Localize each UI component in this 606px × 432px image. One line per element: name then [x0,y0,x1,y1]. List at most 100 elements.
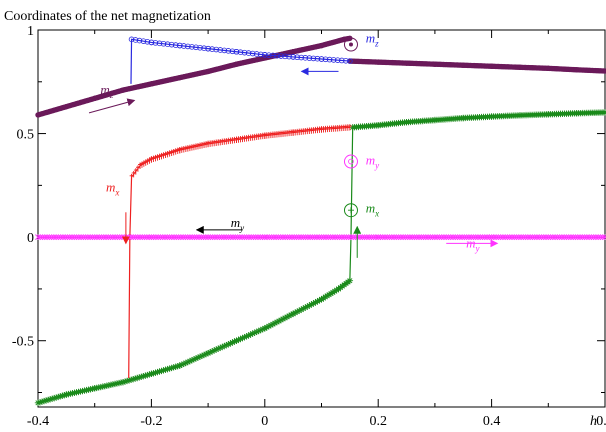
point [243,234,250,241]
x-tick-label: 0.2 [369,414,387,429]
point [273,318,281,326]
point [325,234,332,241]
point [171,234,178,241]
point [270,52,276,59]
point [574,234,581,241]
point [189,44,195,50]
point [232,234,239,241]
point [447,234,454,241]
point [499,234,506,241]
point [318,56,325,62]
point [334,57,341,63]
point [456,234,463,241]
point [46,234,53,241]
point [234,234,241,241]
point [82,234,89,241]
point [493,234,500,241]
point [210,347,218,354]
point [35,234,41,241]
point [162,366,169,373]
point [192,355,200,362]
point [176,362,183,369]
series-my [35,234,606,241]
point [346,277,354,284]
point [178,361,185,368]
point [543,234,549,241]
point [241,333,248,341]
point [48,234,55,241]
point [338,234,345,241]
point [151,155,156,162]
point [133,168,138,175]
point [529,234,536,241]
point [233,337,240,344]
point [174,362,181,370]
annotation-guides [88,37,499,258]
point [152,369,159,376]
point [62,234,69,241]
point [502,234,509,241]
y-tick-label: -0.5 [12,335,34,350]
point [156,368,163,375]
point [336,234,343,241]
point [330,57,337,63]
point [44,234,51,241]
point [549,234,556,241]
point [46,396,54,403]
point [581,234,588,241]
point [316,234,323,241]
point [524,234,531,241]
point [87,234,94,241]
point [217,47,224,53]
point [73,234,80,241]
point [427,234,434,241]
point [312,299,319,306]
series-line [37,111,606,404]
point [325,291,333,298]
point [527,234,534,241]
point [129,173,134,181]
point [207,234,214,241]
point [438,234,445,241]
point [572,234,579,241]
point [185,43,191,50]
point [289,310,297,317]
point [411,234,418,241]
point [176,42,183,49]
point [322,293,329,301]
point [504,234,511,241]
point [193,44,199,51]
point [326,56,333,63]
point [263,324,271,331]
point [322,56,329,63]
point [167,150,172,157]
ring-marker [343,203,358,218]
point [148,234,155,241]
point [205,234,212,241]
point [138,373,145,381]
point [420,234,427,241]
point [137,234,144,241]
point [157,234,164,241]
point [294,54,301,61]
point [215,345,222,352]
point [154,368,161,376]
point [136,37,143,44]
point [50,234,57,241]
point [139,234,146,241]
point [112,234,119,241]
point [422,234,429,241]
point [196,353,204,360]
point [136,165,140,172]
point [150,370,157,377]
point [284,234,291,241]
point [278,53,284,59]
point [295,234,302,241]
point [304,234,311,241]
point [201,45,207,51]
point [329,234,336,241]
point [134,374,141,382]
point [395,234,402,241]
point [206,349,214,356]
point [216,234,223,241]
